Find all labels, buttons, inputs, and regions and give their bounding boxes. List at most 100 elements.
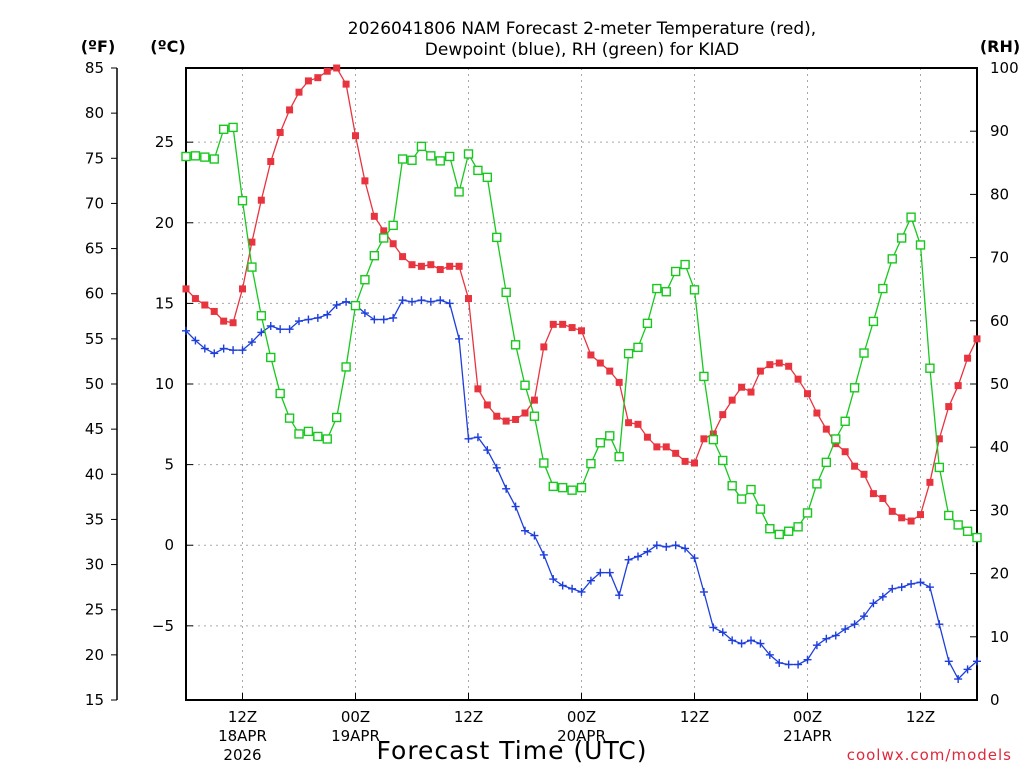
rh-point [727, 481, 737, 491]
rh-point [322, 434, 332, 444]
rh-point [605, 431, 615, 441]
rh-point [510, 340, 521, 350]
fahrenheit-tick-label: 30 [85, 556, 104, 574]
temperature-point [286, 106, 294, 114]
x-tick-label-date: 18APR [218, 727, 267, 745]
rh-tick-label: 90 [990, 122, 1009, 140]
rh-point [331, 412, 342, 423]
temperature-point [606, 367, 614, 375]
data-series [181, 64, 982, 684]
rh-point [972, 532, 982, 543]
temperature-point [295, 88, 303, 96]
temperature-point [342, 80, 350, 88]
rh-point [426, 151, 436, 161]
temperature-point [521, 409, 529, 417]
temperature-point [257, 196, 265, 204]
dewpoint-point [445, 299, 454, 308]
fahrenheit-tick-label: 25 [85, 601, 104, 619]
temperature-point [917, 511, 924, 519]
rh-point [567, 485, 577, 495]
dewpoint-point [238, 346, 247, 355]
rh-tick-label: 70 [990, 249, 1009, 267]
rh-point [539, 458, 549, 468]
temperature-point [474, 385, 482, 393]
rh-point [896, 233, 907, 243]
rh-point [708, 434, 719, 445]
rh-point [454, 187, 464, 197]
temperature-point [549, 320, 557, 328]
dewpoint-point [577, 587, 586, 596]
rh-point [783, 526, 794, 536]
celsius-tick-label: −5 [152, 617, 174, 635]
dewpoint-point [586, 576, 595, 585]
temperature-point [248, 238, 256, 246]
rh-point [444, 151, 455, 162]
temperature-point [304, 77, 312, 85]
temperature-point [709, 430, 717, 438]
dewpoint-point [200, 344, 209, 353]
temperature-point [446, 262, 454, 270]
dewpoint-point [210, 349, 219, 358]
temperature-point [408, 261, 416, 269]
temperature-point [869, 490, 877, 498]
temperature-point [813, 409, 821, 417]
x-tick-label-time: 12Z [906, 708, 935, 726]
rh-point [209, 154, 219, 164]
rh-point [925, 363, 935, 373]
rh-point [407, 155, 417, 165]
fahrenheit-tick-label: 70 [85, 194, 104, 212]
rh-point [237, 196, 248, 206]
dewpoint-point [605, 568, 614, 577]
temperature-point [822, 425, 830, 433]
dewpoint-point [257, 328, 266, 337]
dewpoint-point [812, 641, 821, 650]
temperature-point [643, 433, 651, 441]
temperature-point [973, 335, 981, 343]
rh-point [812, 479, 822, 489]
rh-point [623, 348, 634, 359]
rh-point [303, 426, 314, 437]
temperature-point [333, 64, 341, 72]
fahrenheit-tick-label: 80 [85, 104, 104, 122]
temperature-point [191, 295, 199, 303]
rh-point [435, 156, 445, 166]
temperature-point [399, 253, 407, 261]
dewpoint-point [690, 554, 699, 563]
rh-point [200, 152, 210, 162]
dewpoint-point [304, 315, 313, 324]
temperature-point [662, 443, 670, 451]
temperature-point [841, 448, 849, 456]
rh-point [934, 462, 945, 473]
rh-point [218, 124, 229, 135]
dewpoint-point [615, 591, 624, 600]
dewpoint-point [869, 599, 878, 608]
rh-point [492, 232, 502, 243]
fahrenheit-tick-label: 50 [85, 375, 104, 393]
rh-tick-label: 100 [990, 59, 1019, 77]
rh-point [689, 285, 700, 295]
fahrenheit-tick-label: 60 [85, 285, 104, 303]
rh-tick-label: 20 [990, 565, 1009, 583]
temperature-point [210, 307, 218, 315]
chart-subtitle: Dewpoint (blue), RH (green) for KIAD [425, 40, 739, 60]
dewpoint-point [699, 587, 708, 596]
temperature-point [794, 375, 802, 383]
temperature-point [276, 128, 284, 136]
dewpoint-point [794, 660, 803, 669]
dewpoint-point [624, 555, 633, 564]
rh-point [614, 451, 624, 462]
rh-point [284, 413, 295, 423]
temperature-point [427, 261, 435, 269]
temperature-point [691, 459, 698, 467]
rh-point [699, 371, 709, 382]
temperature-point [766, 361, 774, 369]
fahrenheit-unit-label: (ºF) [81, 37, 116, 56]
rh-point [652, 283, 662, 294]
x-tick-label-year: 2026 [223, 746, 261, 764]
fahrenheit-tick-label: 20 [85, 646, 104, 664]
rh-unit-label: (RH) [980, 37, 1020, 56]
temperature-point [945, 403, 953, 411]
rh-point [266, 352, 276, 363]
x-axis-label: Forecast Time (UTC) [377, 736, 648, 765]
rh-point [821, 457, 832, 468]
